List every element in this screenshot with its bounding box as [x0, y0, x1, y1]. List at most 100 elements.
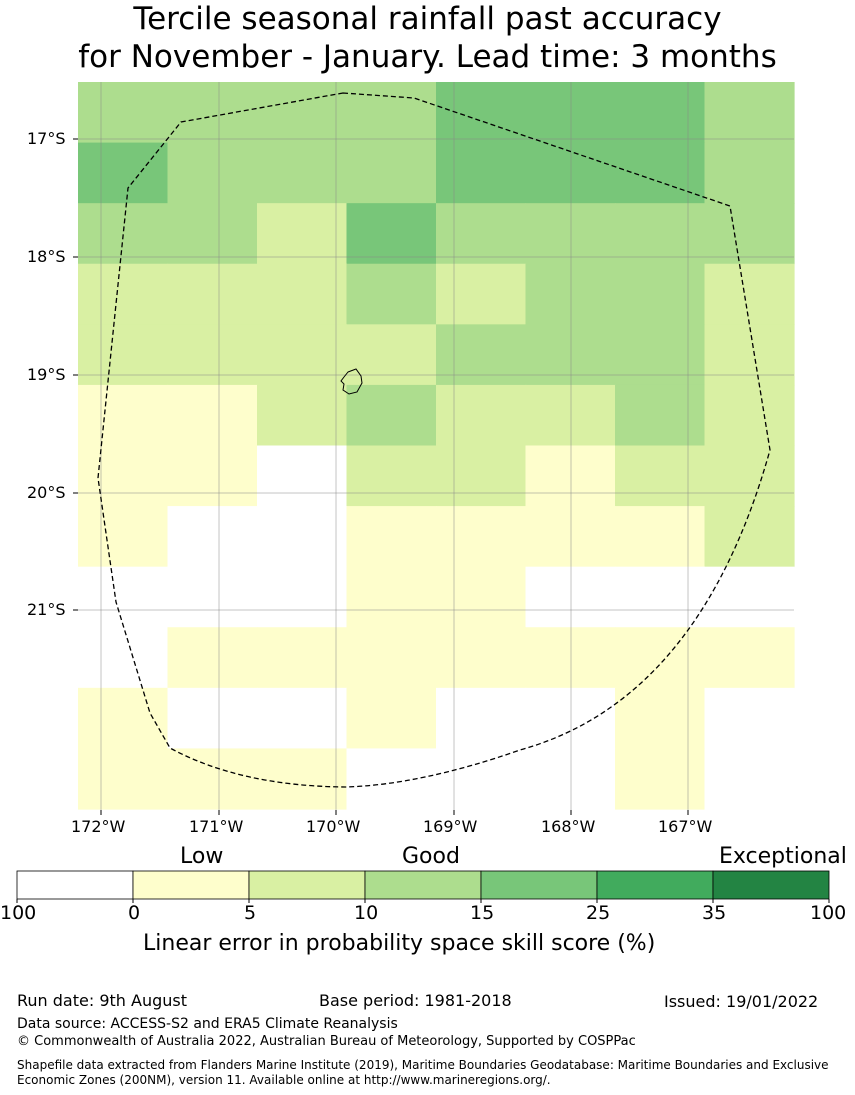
- grid-cell: [615, 324, 706, 386]
- grid-cell: [704, 566, 795, 628]
- chart-title: Tercile seasonal rainfall past accuracy …: [0, 0, 855, 76]
- grid-cell: [78, 324, 169, 386]
- title-line-1: Tercile seasonal rainfall past accuracy: [133, 1, 722, 37]
- grid-cell: [257, 506, 348, 568]
- grid-cell: [78, 203, 169, 265]
- title-line-2: for November - January. Lead time: 3 mon…: [78, 39, 777, 75]
- colorbar: [16, 870, 830, 903]
- grid-cell: [167, 324, 258, 386]
- lat-label-17s: 17°S: [27, 129, 66, 148]
- colorbar-tick: 100: [0, 902, 37, 924]
- grid-cell: [78, 748, 169, 810]
- colorbar-swatch: [712, 870, 830, 900]
- grid-cell: [436, 142, 527, 204]
- grid-cell: [704, 384, 795, 447]
- issued-date: Issued: 19/01/2022: [664, 992, 819, 1011]
- grid-cell: [257, 203, 348, 265]
- grid-cell: [525, 445, 616, 507]
- grid-cell: [436, 82, 527, 144]
- eez-boundary: [97, 92, 771, 788]
- grid-cell: [346, 445, 437, 507]
- grid-cell: [525, 627, 616, 689]
- grid-cell: [346, 748, 437, 810]
- lat-label-19s: 19°S: [27, 365, 66, 384]
- grid-cell: [167, 748, 258, 810]
- grid-cell: [436, 687, 527, 750]
- grid-cell: [78, 627, 169, 689]
- grid-cell: [346, 506, 437, 568]
- grid-cell: [346, 627, 437, 689]
- grid-cell: [436, 445, 527, 507]
- grid-cell: [615, 384, 706, 447]
- skill-grid: [78, 82, 795, 810]
- grid-cell: [167, 566, 258, 628]
- grid-cell: [704, 82, 795, 144]
- grid-cell: [704, 324, 795, 386]
- grid-cell: [615, 748, 706, 810]
- colorbar-tick: 35: [702, 902, 727, 924]
- grid-cell: [436, 566, 527, 628]
- grid-cell: [78, 384, 169, 447]
- grid-cell: [525, 384, 616, 447]
- grid-cell: [525, 203, 616, 265]
- grid-cell: [78, 445, 169, 507]
- grid-cell: [436, 627, 527, 689]
- grid-cell: [257, 445, 348, 507]
- grid-cell: [257, 627, 348, 689]
- copyright: © Commonwealth of Australia 2022, Austra…: [17, 1034, 636, 1049]
- grid-cell: [436, 263, 527, 325]
- grid-cell: [167, 384, 258, 447]
- base-period: Base period: 1981-2018: [319, 991, 512, 1010]
- grid-cell: [525, 506, 616, 568]
- colorbar-tick: 0: [128, 902, 141, 924]
- lon-label-167w: 167°W: [658, 817, 713, 836]
- grid-cell: [257, 263, 348, 325]
- grid-cell: [436, 506, 527, 568]
- grid-cell: [346, 263, 437, 325]
- grid-cell: [525, 566, 616, 628]
- colorbar-tick: 5: [244, 902, 257, 924]
- grid-cell: [257, 324, 348, 386]
- grid-cell: [78, 263, 169, 325]
- grid-cell: [525, 263, 616, 325]
- grid-cell: [167, 82, 258, 144]
- lon-label-169w: 169°W: [423, 817, 478, 836]
- graticule: [73, 82, 794, 815]
- grid-cell: [78, 142, 169, 204]
- grid-cell: [704, 748, 795, 810]
- grid-cell: [167, 203, 258, 265]
- grid-cell: [436, 748, 527, 810]
- grid-cell: [615, 506, 706, 568]
- grid-cell: [257, 142, 348, 204]
- grid-cell: [615, 627, 706, 689]
- lon-label-171w: 171°W: [189, 817, 244, 836]
- lat-label-18s: 18°S: [27, 247, 66, 266]
- colorbar-tick: 25: [586, 902, 611, 924]
- grid-cell: [346, 384, 437, 447]
- lon-label-168w: 168°W: [541, 817, 596, 836]
- grid-cell: [704, 263, 795, 325]
- grid-cell: [346, 566, 437, 628]
- lon-label-170w: 170°W: [306, 817, 361, 836]
- grid-cell: [525, 748, 616, 810]
- colorbar-tick: 100: [810, 902, 847, 924]
- grid-cell: [704, 142, 795, 204]
- grid-cell: [257, 566, 348, 628]
- grid-cell: [167, 263, 258, 325]
- colorbar-title: Linear error in probability space skill …: [143, 931, 656, 956]
- colorbar-swatch: [132, 870, 250, 900]
- grid-cell: [615, 263, 706, 325]
- grid-cell: [78, 506, 169, 568]
- colorbar-swatch: [16, 870, 134, 900]
- grid-cell: [525, 687, 616, 750]
- grid-cell: [257, 82, 348, 144]
- data-source: Data source: ACCESS-S2 and ERA5 Climate …: [17, 1016, 398, 1032]
- lat-label-20s: 20°S: [27, 483, 66, 502]
- colorbar-swatch: [480, 870, 598, 900]
- grid-cell: [525, 324, 616, 386]
- grid-cell: [167, 627, 258, 689]
- grid-cell: [346, 203, 437, 265]
- category-good: Good: [402, 844, 460, 869]
- grid-cell: [346, 324, 437, 386]
